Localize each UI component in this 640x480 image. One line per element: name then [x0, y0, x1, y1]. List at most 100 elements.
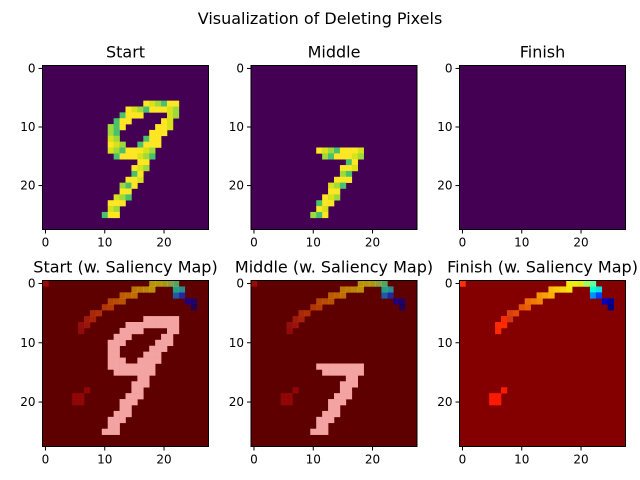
saliency-pixel — [363, 280, 370, 287]
saliency-pixel — [399, 304, 406, 311]
digit-pixel — [131, 106, 138, 113]
digit-overlay-pixel — [119, 405, 126, 412]
digit-overlay-pixel — [131, 369, 138, 376]
digit-overlay-pixel — [125, 405, 132, 412]
digit-overlay-pixel — [322, 422, 329, 430]
digit-pixel — [155, 135, 162, 142]
digit-overlay-pixel — [322, 410, 329, 418]
digit-pixel — [167, 106, 174, 113]
digit-overlay-pixel — [339, 381, 347, 388]
digit-pixel — [113, 118, 120, 125]
digit-overlay-pixel — [143, 322, 150, 329]
digit-overlay-pixel — [339, 369, 347, 376]
digit-pixel — [334, 188, 341, 195]
digit-pixel — [101, 211, 109, 219]
digit-overlay-pixel — [155, 322, 162, 329]
digit-overlay-pixel — [334, 399, 341, 406]
digit-overlay-pixel — [131, 399, 138, 406]
digit-overlay-pixel — [113, 410, 120, 418]
digit-pixel — [339, 176, 347, 183]
digit-overlay-pixel — [149, 363, 156, 370]
digit-pixel — [345, 147, 353, 154]
saliency-pixel — [286, 399, 293, 406]
digit-pixel — [143, 106, 150, 113]
digit-pixel — [131, 147, 138, 154]
saliency-pixel — [131, 286, 138, 293]
digit-overlay-pixel — [334, 369, 341, 376]
digit-overlay-pixel — [119, 369, 126, 376]
digit-overlay-pixel — [137, 322, 144, 329]
subplot-title: Middle — [308, 43, 361, 62]
saliency-pixel — [78, 322, 85, 329]
saliency-pixel — [495, 322, 502, 329]
saliency-pixel — [155, 280, 162, 287]
y-tick-label: 0 — [236, 61, 244, 75]
digit-overlay-pixel — [167, 327, 174, 335]
saliency-background — [459, 280, 626, 447]
saliency-pixel — [172, 292, 180, 299]
digit-pixel — [345, 170, 353, 178]
saliency-pixel — [589, 280, 597, 287]
digit-pixel — [119, 141, 126, 148]
digit-pixel — [322, 200, 329, 207]
digit-overlay-pixel — [351, 369, 359, 376]
saliency-pixel — [184, 298, 192, 305]
saliency-pixel — [149, 286, 156, 293]
saliency-pixel — [167, 280, 174, 287]
saliency-pixel — [119, 292, 126, 299]
digit-overlay-pixel — [161, 345, 168, 352]
digit-pixel — [113, 141, 120, 148]
digit-overlay-pixel — [339, 393, 347, 400]
panel-2: 0 10 20 0 10 20 Middle — [229, 43, 418, 250]
digit-pixel — [113, 129, 120, 137]
digit-pixel — [345, 153, 353, 160]
digit-overlay-pixel — [119, 416, 126, 424]
y-tick-label: 0 — [445, 276, 453, 290]
digit-pixel — [351, 165, 359, 172]
saliency-pixel — [381, 286, 388, 293]
digit-pixel — [143, 100, 150, 107]
y-tick-label: 0 — [28, 61, 36, 75]
digit-overlay-pixel — [119, 399, 126, 406]
y-tick-label: 0 — [28, 276, 36, 290]
digit-overlay-pixel — [119, 333, 126, 341]
x-tick-label: 10 — [306, 236, 321, 250]
digit-overlay-pixel — [351, 363, 359, 370]
saliency-pixel — [84, 387, 91, 394]
saliency-pixel — [149, 280, 156, 287]
saliency-pixel — [495, 399, 502, 406]
digit-overlay-pixel — [113, 333, 120, 341]
saliency-pixel — [251, 280, 258, 287]
digit-overlay-pixel — [125, 327, 132, 335]
digit-overlay-pixel — [161, 316, 168, 323]
digit-overlay-pixel — [322, 416, 329, 424]
digit-pixel — [339, 170, 347, 178]
digit-pixel — [125, 147, 132, 154]
saliency-pixel — [72, 393, 79, 400]
saliency-pixel — [292, 387, 299, 394]
x-tick-label: 10 — [514, 453, 529, 467]
digit-overlay-pixel — [143, 357, 150, 364]
digit-pixel — [149, 141, 156, 148]
saliency-pixel — [280, 399, 287, 406]
digit-pixel — [113, 135, 120, 142]
digit-pixel — [328, 147, 335, 154]
saliency-pixel — [495, 393, 502, 400]
digit-pixel — [131, 165, 138, 172]
digit-overlay-pixel — [149, 322, 156, 329]
x-tick-label: 0 — [250, 236, 258, 250]
digit-pixel — [107, 211, 114, 219]
saliency-pixel — [322, 298, 329, 305]
saliency-pixel — [42, 280, 49, 287]
digit-pixel — [322, 147, 329, 154]
digit-overlay-pixel — [161, 339, 168, 347]
y-tick-label: 0 — [445, 61, 453, 75]
digit-overlay-pixel — [107, 351, 114, 358]
digit-pixel — [119, 118, 126, 125]
saliency-pixel — [607, 298, 614, 305]
digit-overlay-pixel — [167, 322, 174, 329]
digit-overlay-pixel — [119, 363, 126, 370]
saliency-pixel — [357, 286, 364, 293]
saliency-pixel — [393, 298, 400, 305]
digit-overlay-pixel — [334, 393, 341, 400]
